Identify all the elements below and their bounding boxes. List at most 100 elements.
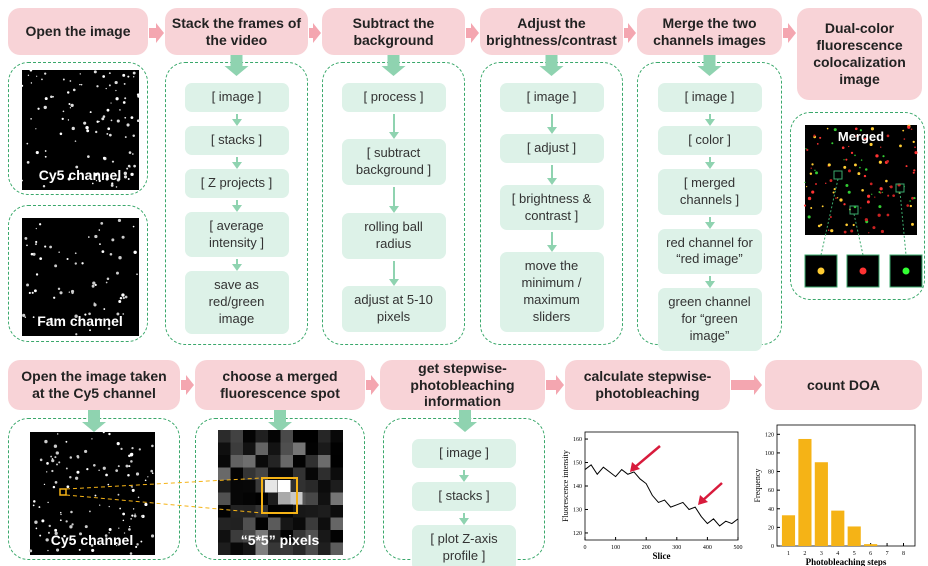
step-header: Dual-color fluorescence colocalization i… bbox=[797, 8, 922, 100]
step-header: choose a merged fluorescence spot bbox=[195, 360, 365, 410]
x-tick-label: 8 bbox=[902, 551, 905, 557]
x-tick-label: 0 bbox=[584, 545, 587, 551]
image-box bbox=[8, 418, 180, 560]
flow-arrow bbox=[705, 215, 715, 229]
x-tick-label: 1 bbox=[787, 551, 790, 557]
pink-arrow bbox=[731, 375, 762, 395]
y-tick-label: 150 bbox=[573, 461, 582, 467]
step-item: [ brightness & contrast ] bbox=[500, 185, 604, 231]
step-item: move the minimum / maximum sliders bbox=[500, 252, 604, 332]
y-tick-label: 120 bbox=[573, 531, 582, 537]
trace bbox=[585, 465, 738, 526]
step-item: save as red/green image bbox=[185, 271, 289, 334]
flow-arrow bbox=[459, 468, 469, 482]
step-header: Merge the two channels images bbox=[637, 8, 782, 55]
step-box: [ process ] [ subtract background ] rollin… bbox=[322, 62, 465, 345]
image-box bbox=[8, 205, 148, 342]
y-tick-label: 60 bbox=[768, 488, 774, 494]
image-box bbox=[790, 112, 925, 300]
plot-frame bbox=[777, 425, 915, 546]
pink-arrow bbox=[181, 375, 194, 395]
step-item: [ color ] bbox=[658, 126, 762, 155]
step-item: [ image ] bbox=[658, 83, 762, 112]
x-tick-label: 500 bbox=[734, 545, 743, 551]
y-tick-label: 20 bbox=[768, 525, 774, 531]
y-tick-label: 100 bbox=[765, 451, 774, 457]
flow-arrow bbox=[232, 257, 242, 271]
step-box: [ image ][ adjust ][ brightness & contra… bbox=[480, 62, 623, 345]
step-header: get stepwise-photobleaching information bbox=[380, 360, 545, 410]
step-item: red channel for “red image” bbox=[658, 229, 762, 275]
y-tick-label: 80 bbox=[768, 470, 774, 476]
pink-arrow bbox=[466, 23, 479, 43]
plot-frame bbox=[585, 432, 738, 540]
flow-arrow bbox=[705, 274, 715, 288]
x-tick-label: 4 bbox=[836, 551, 839, 557]
step-item: [ image ] bbox=[185, 83, 289, 112]
step-item: [ average intensity ] bbox=[185, 212, 289, 258]
pink-arrow bbox=[309, 23, 321, 43]
flow-arrow bbox=[547, 163, 557, 185]
flow-arrow bbox=[389, 112, 399, 140]
step-header: count DOA bbox=[765, 360, 922, 410]
y-axis-label: Fluorescence intensity bbox=[561, 450, 570, 522]
flow-arrow bbox=[232, 198, 242, 212]
x-tick-label: 6 bbox=[869, 551, 872, 557]
step-item: adjust at 5-10 pixels bbox=[342, 286, 446, 332]
x-tick-label: 200 bbox=[642, 545, 651, 551]
step-item: [ stacks ] bbox=[412, 482, 516, 511]
bar bbox=[831, 511, 844, 546]
step-item: [ image ] bbox=[500, 83, 604, 112]
step-header: Open the image taken at the Cy5 channel bbox=[8, 360, 180, 410]
step-header: calculate stepwise-photobleaching bbox=[565, 360, 730, 410]
y-tick-label: 120 bbox=[765, 432, 774, 438]
step-box: [ image ][ stacks ][ plot Z-axis profile… bbox=[383, 418, 545, 560]
flow-arrow bbox=[232, 112, 242, 126]
flow-arrow bbox=[389, 185, 399, 213]
step-item: [ subtract background ] bbox=[342, 139, 446, 185]
x-tick-label: 400 bbox=[703, 545, 712, 551]
page: Open the imageStack the frames of the vi… bbox=[0, 0, 928, 566]
x-axis-label: Slice bbox=[653, 551, 671, 561]
pink-arrow bbox=[149, 23, 164, 43]
pink-arrow bbox=[783, 23, 796, 43]
flow-arrow bbox=[389, 259, 399, 287]
flow-arrow bbox=[705, 112, 715, 126]
step-item: [ merged channels ] bbox=[658, 169, 762, 215]
annotation-arrow bbox=[702, 483, 722, 501]
step-item: [ image ] bbox=[412, 439, 516, 468]
flow-arrow bbox=[705, 155, 715, 169]
x-tick-label: 7 bbox=[886, 551, 889, 557]
x-tick-label: 2 bbox=[803, 551, 806, 557]
step-item: green channel for “green image” bbox=[658, 288, 762, 351]
annotation-arrow bbox=[634, 446, 660, 468]
x-tick-label: 100 bbox=[611, 545, 620, 551]
bar bbox=[815, 462, 828, 546]
y-tick-label: 40 bbox=[768, 507, 774, 513]
y-tick-label: 140 bbox=[573, 484, 582, 490]
image-box bbox=[195, 418, 365, 560]
x-tick-label: 300 bbox=[672, 545, 681, 551]
x-axis-label: Photobleaching steps bbox=[806, 557, 887, 566]
y-tick-label: 130 bbox=[573, 507, 582, 513]
step-box: [ image ] [ color ] [ merged channels ] red… bbox=[637, 62, 782, 345]
step-item: rolling ball radius bbox=[342, 213, 446, 259]
y-tick-label: 160 bbox=[573, 437, 582, 443]
pink-arrow bbox=[546, 375, 564, 395]
y-axis-label: Frequency bbox=[753, 469, 762, 503]
step-header: Open the image bbox=[8, 8, 148, 55]
step-item: [ stacks ] bbox=[185, 126, 289, 155]
pink-arrow bbox=[624, 23, 636, 43]
step-item: [ process ] bbox=[342, 83, 446, 112]
flow-arrow bbox=[547, 230, 557, 252]
annotation-head bbox=[630, 462, 640, 472]
bar bbox=[782, 515, 795, 546]
annotation-head bbox=[698, 495, 708, 505]
step-header: Adjust the brightness/contrast bbox=[480, 8, 623, 55]
bar bbox=[848, 526, 861, 546]
image-box bbox=[8, 62, 148, 195]
pink-arrow bbox=[366, 375, 379, 395]
x-tick-label: 5 bbox=[853, 551, 856, 557]
step-header: Subtract the background bbox=[322, 8, 465, 55]
x-tick-label: 3 bbox=[820, 551, 823, 557]
